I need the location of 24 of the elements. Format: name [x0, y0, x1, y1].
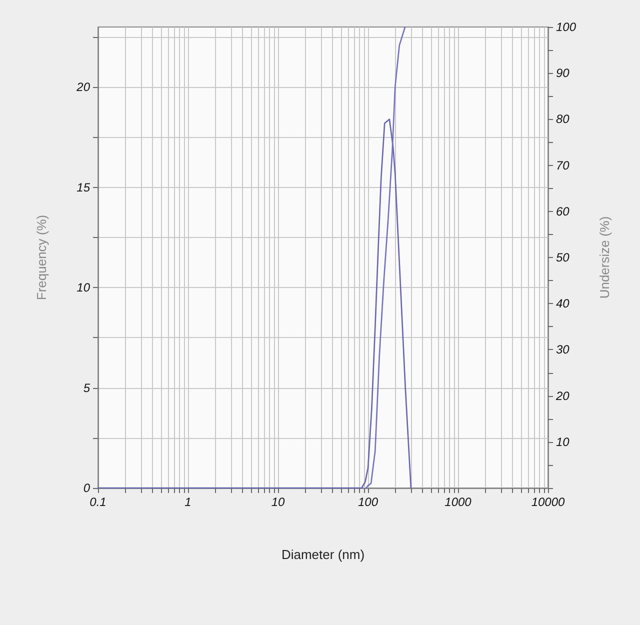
x-tick-label: 10 [271, 495, 285, 509]
x-tick-label: 0.1 [90, 495, 106, 509]
y-tick-label: 20 [76, 80, 90, 94]
y-tick-label: 10 [76, 280, 90, 295]
y2-tick-label: 60 [556, 204, 570, 218]
y2-tick-label: 90 [556, 66, 570, 80]
y2-tick-label: 70 [556, 158, 570, 172]
y2-axis-title: Undersize (%) [597, 216, 612, 299]
y2-tick-label: 40 [556, 296, 570, 311]
y2-tick-label: 100 [556, 20, 576, 34]
y-tick-label: 0 [83, 481, 90, 495]
x-tick-label: 10000 [531, 495, 566, 509]
x-axis-title: Diameter (nm) [281, 547, 365, 562]
y-tick-label: 15 [76, 180, 90, 194]
x-tick-label: 1 [184, 495, 192, 509]
x-tick-label: 1000 [444, 495, 472, 509]
y2-tick-label: 80 [556, 112, 570, 126]
x-tick-label: 100 [358, 495, 378, 509]
y2-tick-label: 30 [556, 342, 570, 357]
y-axis-title: Frequency (%) [34, 214, 49, 300]
y2-tick-label: 10 [556, 434, 570, 449]
y-tick-label: 5 [83, 380, 90, 395]
y2-tick-label: 50 [556, 250, 570, 264]
y2-tick-label: 20 [555, 388, 570, 403]
